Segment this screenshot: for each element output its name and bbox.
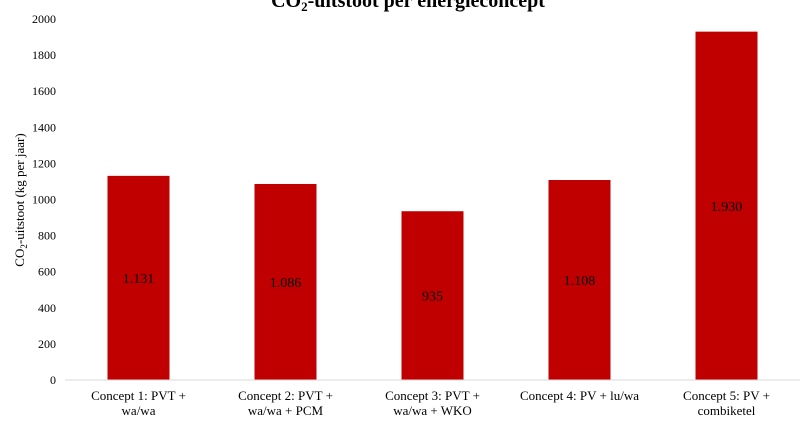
- bars: [107, 31, 758, 380]
- data-labels: 1.131 1.086 935 1.108 1.930: [123, 200, 743, 305]
- y-tick-label: 600: [38, 265, 56, 279]
- y-tick-label: 1000: [32, 193, 56, 207]
- bar: [107, 175, 170, 380]
- category-label-line: combiketel: [698, 403, 756, 418]
- category-label: Concept 1: PVT + wa/wa: [91, 388, 186, 418]
- data-label: 1.108: [564, 274, 596, 289]
- bar: [548, 180, 611, 380]
- y-tick-label: 0: [50, 373, 56, 387]
- data-label: 935: [422, 290, 443, 305]
- category-label-line: Concept 2: PVT +: [238, 388, 333, 403]
- category-label-line: wa/wa: [122, 403, 156, 418]
- category-label-line: Concept 1: PVT +: [91, 388, 186, 403]
- y-axis-label-rest: -uitstoot (kg per jaar): [12, 133, 27, 244]
- y-tick-label: 1200: [32, 156, 56, 170]
- category-label-line: Concept 5: PV +: [683, 388, 770, 403]
- y-axis-ticks: 0 200 400 600 800 1000 1200 1400 1600 1800 2000: [32, 12, 56, 387]
- y-tick-label: 800: [38, 229, 56, 243]
- category-label-line: Concept 4: PV + lu/wa: [520, 388, 639, 403]
- y-axis-label-main: CO: [12, 249, 27, 267]
- bar: [695, 31, 758, 380]
- y-tick-label: 1800: [32, 48, 56, 62]
- category-label: Concept 3: PVT + wa/wa + WKO: [385, 388, 480, 418]
- data-label: 1.930: [711, 200, 743, 215]
- chart-title-rest: -uitstoot per energieconcept: [308, 0, 546, 12]
- y-tick-label: 2000: [32, 12, 56, 26]
- category-label: Concept 5: PV + combiketel: [683, 388, 770, 418]
- category-label-line: wa/wa + PCM: [248, 403, 324, 418]
- y-tick-label: 1400: [32, 120, 56, 134]
- data-label: 1.086: [270, 276, 302, 291]
- chart-title: CO2-uitstoot per energieconcept: [271, 0, 545, 14]
- chart-title-subscript: 2: [301, 0, 308, 14]
- category-label: Concept 2: PVT + wa/wa + PCM: [238, 388, 333, 418]
- bar: [401, 211, 464, 380]
- category-label: Concept 4: PV + lu/wa: [520, 388, 639, 403]
- y-tick-label: 400: [38, 301, 56, 315]
- data-label: 1.131: [123, 272, 155, 287]
- category-label-line: Concept 3: PVT +: [385, 388, 480, 403]
- bar: [254, 183, 317, 380]
- y-axis-label: CO2-uitstoot (kg per jaar): [12, 133, 29, 266]
- y-tick-label: 200: [38, 337, 56, 351]
- chart-title-main: CO: [271, 0, 301, 12]
- y-tick-label: 1600: [32, 84, 56, 98]
- y-axis-label-subscript: 2: [19, 244, 29, 249]
- category-label-line: wa/wa + WKO: [393, 403, 472, 418]
